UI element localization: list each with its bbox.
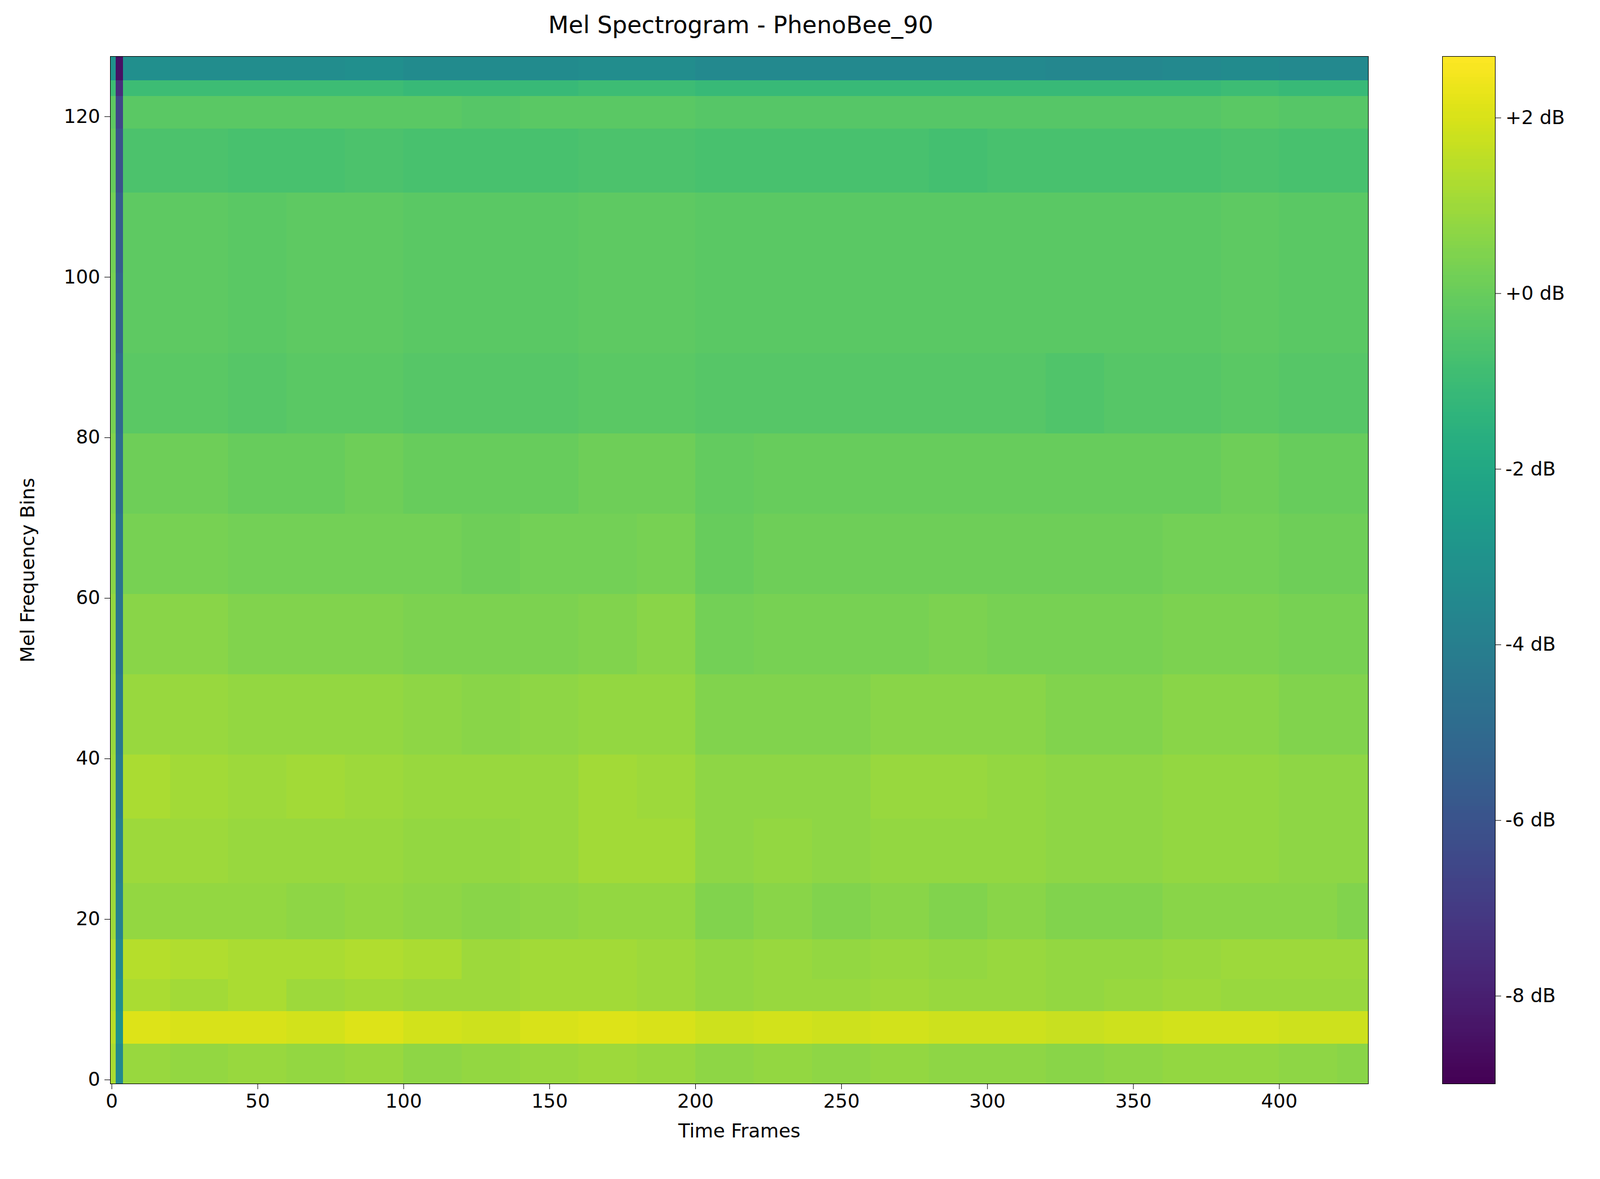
svg-text:-2 dB: -2 dB [1505, 457, 1557, 481]
svg-text:100: 100 [385, 1090, 422, 1113]
svg-text:300: 300 [969, 1090, 1006, 1113]
svg-text:150: 150 [531, 1090, 568, 1113]
svg-text:-8 dB: -8 dB [1505, 984, 1557, 1007]
svg-text:0: 0 [105, 1090, 118, 1113]
svg-text:-4 dB: -4 dB [1505, 632, 1557, 656]
svg-text:80: 80 [75, 425, 100, 449]
svg-text:200: 200 [677, 1090, 714, 1113]
svg-text:120: 120 [64, 105, 101, 128]
svg-text:+0 dB: +0 dB [1505, 281, 1566, 305]
svg-text:40: 40 [75, 746, 100, 770]
svg-text:350: 350 [1115, 1090, 1152, 1113]
html-text:Mel Spectrogram - PhenoBee_90: Mel Spectrogram - PhenoBee_90 [548, 11, 934, 39]
svg-text:60: 60 [75, 586, 100, 609]
svg-text:+2 dB: +2 dB [1505, 106, 1566, 129]
svg-text:20: 20 [75, 907, 100, 931]
svg-text:0: 0 [88, 1068, 101, 1091]
svg-text:100: 100 [64, 265, 101, 289]
svg-text:50: 50 [245, 1090, 270, 1113]
svg-text:Time Frames: Time Frames [677, 1119, 801, 1143]
svg-text:400: 400 [1261, 1090, 1298, 1113]
svg-text:250: 250 [823, 1090, 860, 1113]
svg-text:-6 dB: -6 dB [1505, 808, 1557, 832]
svg-text:Mel Frequency Bins: Mel Frequency Bins [16, 477, 39, 663]
